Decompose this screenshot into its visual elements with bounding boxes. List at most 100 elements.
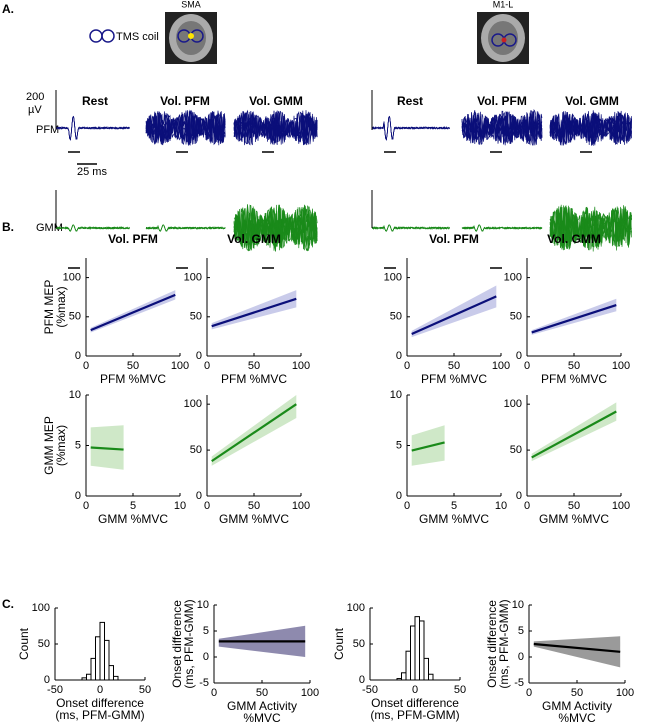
y-tick-label: 50	[69, 311, 81, 323]
regression-line	[411, 441, 445, 452]
chart: 0 5 10 0 5 10 GMM %MVC	[390, 389, 507, 526]
site-label: M1-L	[493, 0, 514, 9]
condition: Rest	[397, 94, 423, 108]
panel-label: A.	[2, 2, 14, 16]
y-tick-label: 0	[75, 490, 81, 502]
y-tick-label: 10	[69, 389, 81, 401]
confidence-band	[211, 290, 297, 330]
y-tick-label: 50	[353, 638, 365, 650]
y-tick-label: 50	[390, 311, 402, 323]
chart-title: Vol. PFM	[108, 232, 158, 246]
y-tick-label: 0	[196, 350, 202, 362]
y-tick-label: 0	[518, 651, 524, 663]
y-tick-label: 50	[190, 444, 202, 456]
chart-title: Vol. GMM	[547, 232, 601, 246]
x-tick-label: 50	[454, 684, 466, 696]
scale-label: 200	[26, 91, 44, 103]
y-tick-label: 0	[196, 490, 202, 502]
trace	[549, 204, 632, 251]
x-axis-label: PFM %MVC	[100, 372, 166, 386]
trace	[145, 224, 226, 232]
trace	[56, 224, 130, 232]
y-axis-label: GMM MEP	[42, 416, 56, 475]
x-tick-label: 100	[612, 500, 630, 512]
trace	[371, 115, 450, 141]
x-tick-label: 100	[292, 500, 310, 512]
y-tick-label: 0	[359, 674, 365, 686]
trace	[233, 110, 318, 146]
trace	[549, 112, 632, 146]
chart: Vol. PFM 0 50 100 0 50 100 PFM %MVC	[384, 232, 511, 386]
y-axis-label: Count	[17, 627, 31, 660]
x-tick-label: 100	[301, 687, 319, 699]
x-tick-label: -50	[362, 684, 378, 696]
bar	[405, 650, 411, 681]
y-tick-label: 100	[184, 272, 202, 284]
y-tick-label: 10	[390, 389, 402, 401]
x-tick-label: 5	[130, 500, 136, 512]
y-tick-label: 100	[504, 398, 522, 410]
y-tick-label: 0	[396, 350, 402, 362]
bar	[423, 657, 429, 681]
y-tick-label: 100	[384, 272, 402, 284]
y-tick-label: 0	[516, 350, 522, 362]
trace	[549, 112, 632, 146]
condition: Vol. PFM	[477, 94, 527, 108]
x-axis-label: GMM Activity	[227, 699, 297, 713]
x-axis-label: PFM %MVC	[221, 372, 287, 386]
y-tick-label: 50	[38, 638, 50, 650]
confidence-band	[211, 395, 297, 466]
emg-traces	[55, 90, 632, 269]
bar	[113, 675, 119, 681]
y-tick-label: 5	[203, 625, 209, 637]
regression-line	[531, 303, 617, 334]
x-tick-label: 0	[204, 500, 210, 512]
bar	[86, 673, 92, 681]
chart: Vol. GMM 0 50 100 0 50 100 PFM %MVC	[504, 232, 631, 386]
site-label: SMA	[181, 0, 201, 9]
regression-line	[90, 293, 176, 332]
x-axis-label: GMM %MVC	[219, 512, 289, 526]
trace	[371, 224, 450, 232]
bar	[410, 625, 416, 681]
bar	[99, 621, 105, 681]
x-axis-label: (ms, PFM-GMM)	[370, 708, 459, 722]
confidence-band	[533, 636, 621, 668]
chart-title: Vol. GMM	[227, 232, 281, 246]
x-axis-label: Onset difference	[371, 696, 459, 710]
bar	[104, 639, 110, 681]
x-tick-label: 50	[248, 500, 260, 512]
x-tick-label: 0	[97, 684, 103, 696]
x-tick-label: 0	[524, 500, 530, 512]
condition: Vol. PFM	[160, 94, 210, 108]
bar	[414, 616, 420, 681]
y-tick-label: 50	[190, 311, 202, 323]
trace	[461, 110, 543, 146]
brain-m1	[477, 12, 529, 64]
x-axis-label: PFM %MVC	[421, 372, 487, 386]
y-axis-label: (ms, PFM-GMM)	[497, 599, 511, 688]
x-tick-label: 0	[412, 684, 418, 696]
scale-label: 25 ms	[77, 166, 107, 178]
y-axis-label: Onset difference	[485, 600, 499, 688]
bar	[95, 636, 101, 681]
y-tick-label: 10	[512, 599, 524, 611]
y-axis-label: Onset difference	[170, 600, 184, 688]
x-axis-label: Onset difference	[56, 696, 144, 710]
x-tick-label: 0	[83, 360, 89, 372]
x-tick-label: 0	[524, 360, 530, 372]
condition: Rest	[82, 94, 108, 108]
trace	[233, 111, 318, 145]
x-tick-label: 5	[451, 500, 457, 512]
regression-line	[533, 642, 621, 653]
confidence-band	[531, 402, 617, 462]
trace	[145, 109, 226, 146]
x-tick-label: -50	[47, 684, 63, 696]
x-tick-label: 10	[174, 500, 186, 512]
x-tick-label: 0	[204, 360, 210, 372]
regression-line	[411, 295, 497, 336]
